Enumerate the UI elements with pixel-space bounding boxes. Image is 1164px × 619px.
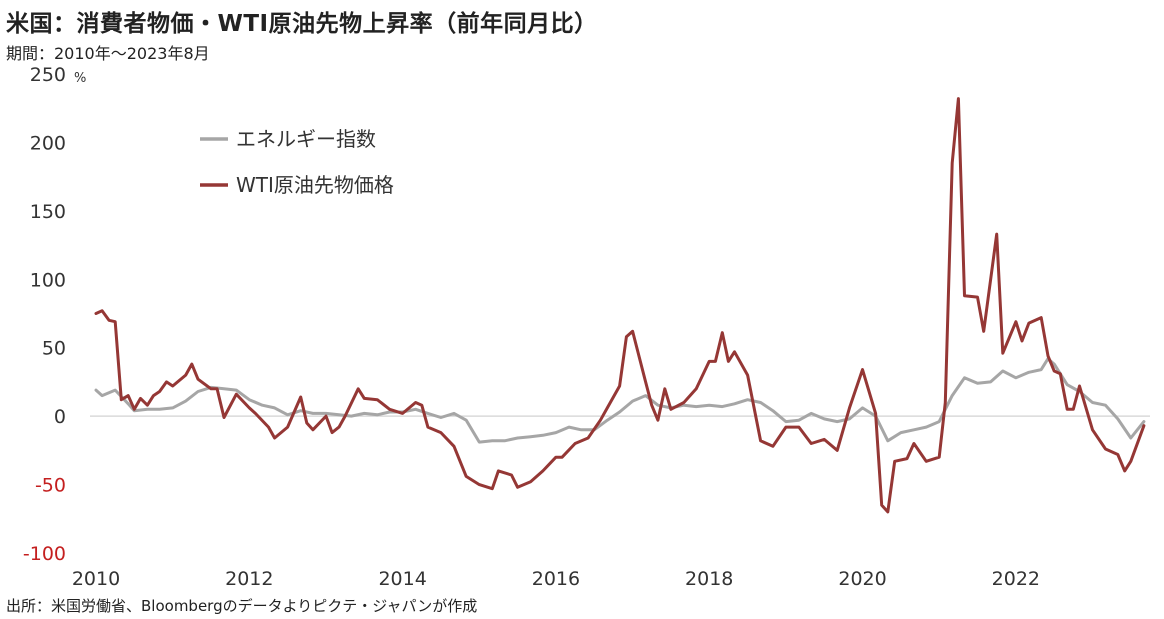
- y-tick-label: 250: [30, 64, 66, 86]
- legend-label-energy: エネルギー指数: [236, 127, 376, 151]
- chart-period: 期間：2010年～2023年8月: [6, 44, 210, 63]
- x-tick-label: 2016: [532, 568, 580, 590]
- x-tick-label: 2012: [225, 568, 273, 590]
- y-tick-label: 200: [30, 132, 66, 154]
- source-note: 出所：米国労働省、Bloombergのデータよりピクテ・ジャパンが作成: [6, 597, 478, 615]
- series-line-energy: [94, 357, 1146, 444]
- x-tick-label: 2018: [685, 568, 733, 590]
- y-axis-unit: %: [74, 71, 86, 86]
- x-tick-label: 2020: [838, 568, 886, 590]
- x-tick-label: 2022: [992, 568, 1040, 590]
- legend-label-wti: WTI原油先物価格: [236, 173, 394, 197]
- y-tick-label: -50: [35, 475, 66, 497]
- series-line-wti: [94, 97, 1146, 514]
- chart-title: 米国：消費者物価・WTI原油先物上昇率（前年同月比）: [6, 11, 598, 37]
- x-axis-ticks: 2010 2012 2014 2016 2018 2020 2022: [72, 568, 1040, 590]
- y-axis-ticks: 250 200 150 100 50 0 -50 -100: [23, 64, 66, 565]
- legend: エネルギー指数 WTI原油先物価格: [200, 127, 394, 197]
- y-tick-label: 0: [54, 406, 66, 428]
- y-tick-label: 50: [42, 338, 66, 360]
- y-tick-label: -100: [23, 543, 66, 565]
- x-tick-label: 2010: [72, 568, 120, 590]
- series-layer: [94, 97, 1146, 514]
- x-tick-label: 2014: [378, 568, 426, 590]
- y-tick-label: 100: [30, 269, 66, 291]
- y-tick-label: 150: [30, 201, 66, 223]
